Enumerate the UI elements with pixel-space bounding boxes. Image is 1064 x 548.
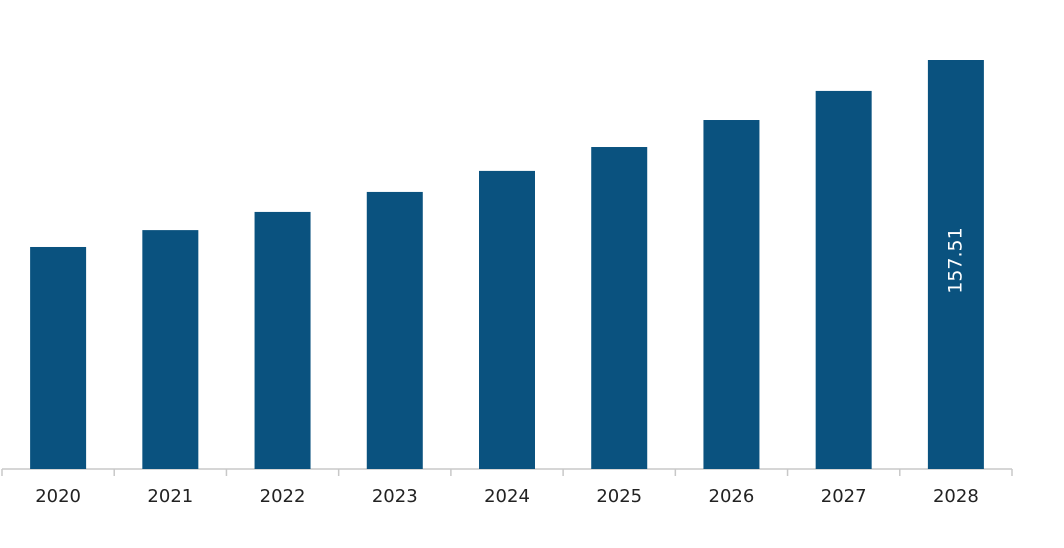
bar xyxy=(142,230,199,469)
x-tick-label: 2027 xyxy=(821,486,867,507)
x-tick-label: 2023 xyxy=(372,486,418,507)
x-tick-label: 2020 xyxy=(35,486,81,507)
bar xyxy=(815,90,872,470)
bar xyxy=(366,191,423,469)
x-tick-label: 2024 xyxy=(484,486,530,507)
bar xyxy=(591,147,648,469)
x-tick-label: 2021 xyxy=(147,486,193,507)
bar xyxy=(703,120,760,470)
x-tick-label: 2028 xyxy=(933,486,979,507)
bar xyxy=(254,211,311,469)
value-label: 157.51 xyxy=(944,227,966,293)
x-tick-label: 2022 xyxy=(260,486,306,507)
x-tick-label: 2026 xyxy=(709,486,755,507)
x-tick-label: 2025 xyxy=(596,486,642,507)
bar xyxy=(927,60,984,469)
bar xyxy=(479,170,535,469)
bar xyxy=(30,246,87,469)
